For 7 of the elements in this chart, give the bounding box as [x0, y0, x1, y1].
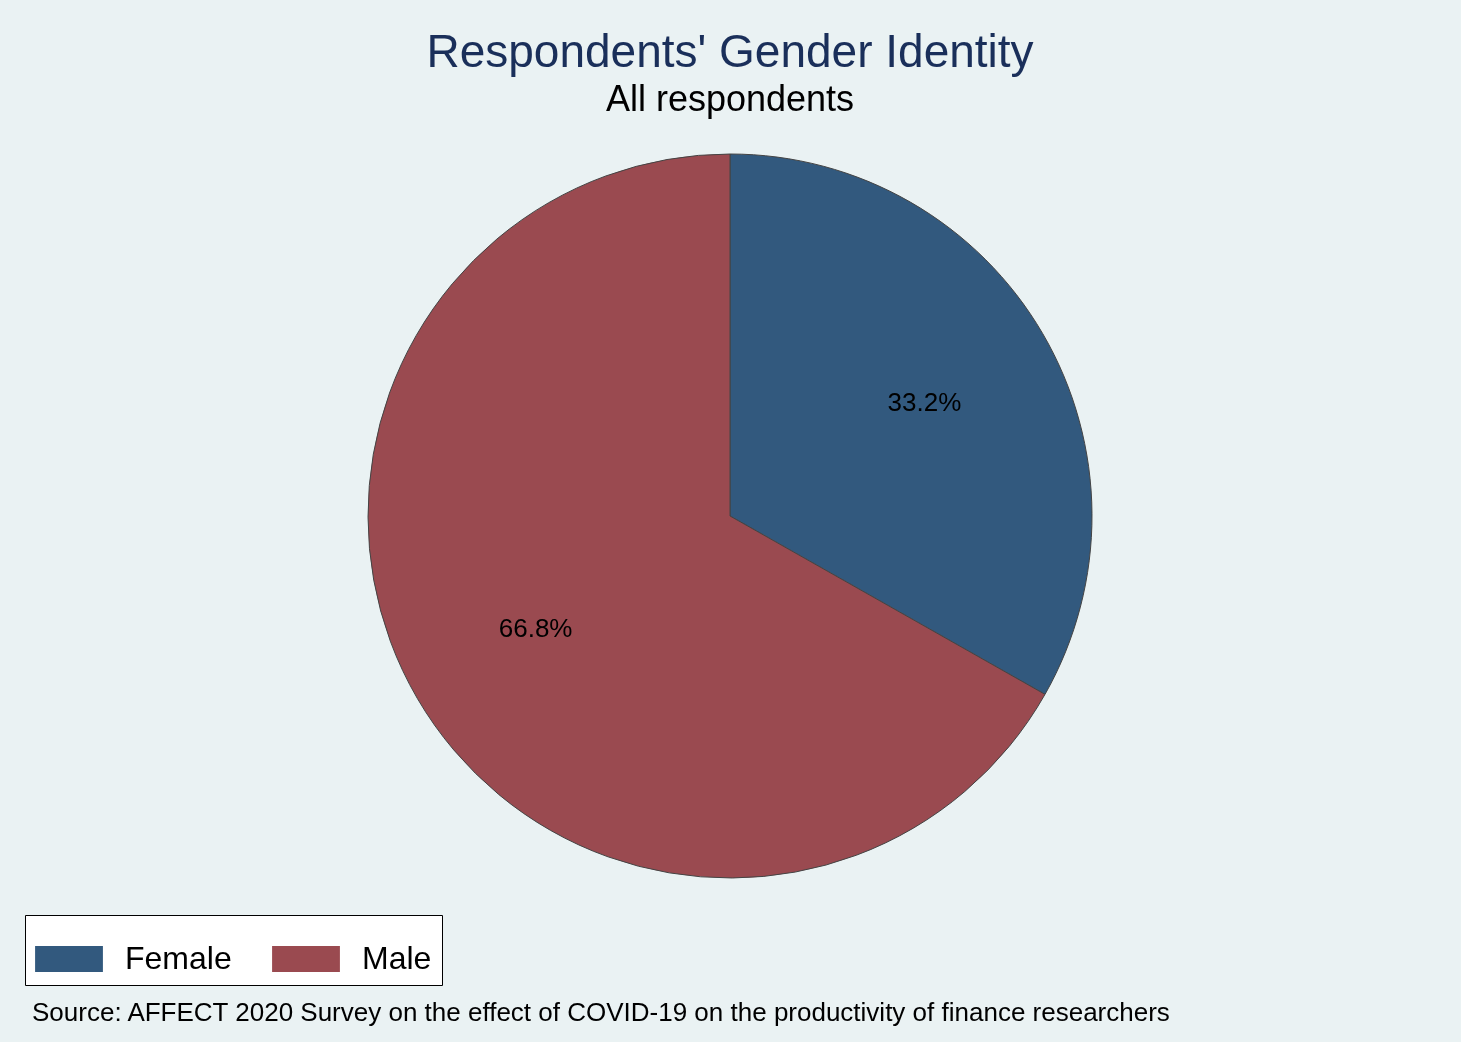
data-label: 66.8%: [498, 613, 573, 644]
data-label: 33.2%: [887, 386, 962, 417]
source-note: Source: AFFECT 2020 Survey on the effect of COVID-19 on the productivity of finance researchers: [32, 997, 1170, 1028]
chart-subtitle: All respondents: [605, 78, 855, 119]
legend-label: Female: [125, 940, 232, 976]
chart-title: Respondents' Gender Identity: [426, 25, 1034, 77]
legend-label: Male: [362, 940, 432, 976]
